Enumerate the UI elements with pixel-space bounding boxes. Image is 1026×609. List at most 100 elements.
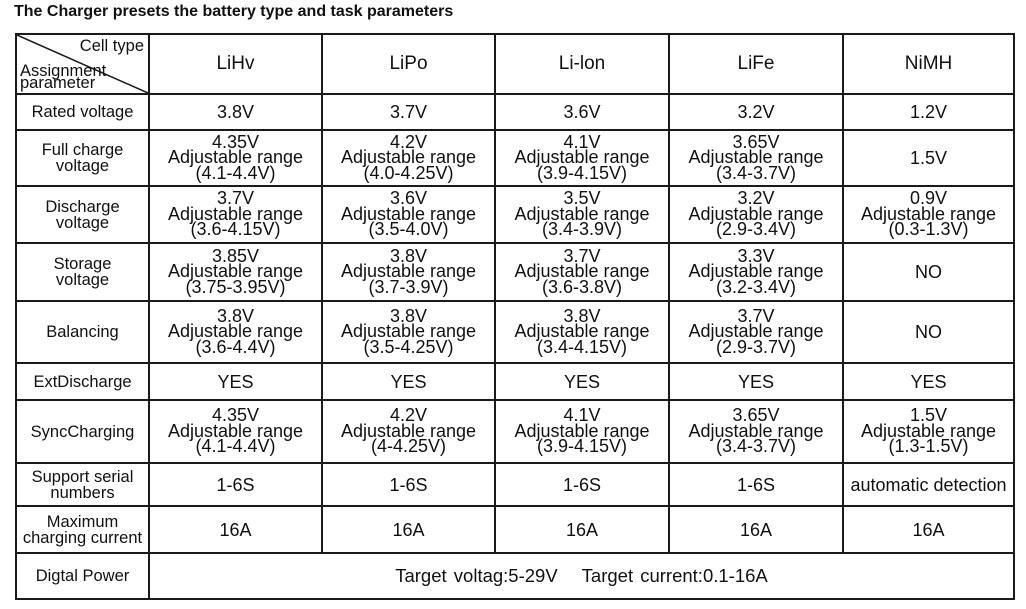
cell-text: YES — [737, 371, 775, 392]
cell-text: Adjustable range — [514, 147, 650, 168]
cell-text: 1-6S — [389, 474, 428, 495]
cell-text: (3.4-3.9V) — [541, 219, 623, 240]
cell-text: 3.8V — [216, 102, 255, 122]
table-cell: 16A — [148, 505, 323, 554]
cell-text: (2.9-3.4V) — [715, 219, 797, 240]
cell-text: NO — [915, 262, 942, 282]
cell-text: 3.2V — [737, 102, 775, 122]
cell-text: 3.8V — [563, 305, 601, 326]
table-cell: YES — [148, 362, 323, 401]
corner-assignment-label: Assignment parameter — [20, 62, 107, 92]
row-header: Discharge voltage — [15, 185, 150, 244]
cell-text: 16A — [565, 519, 599, 540]
cell-text: 3.65V — [732, 131, 780, 152]
table-cell: 1.2V — [842, 93, 1015, 131]
cell-text: 16A — [219, 519, 252, 540]
cell-text: 3.8V — [216, 305, 255, 326]
table-cell: 3.65V Adjustable range (3.4-3.7V) — [668, 399, 844, 464]
cell-text: Adjustable range — [860, 420, 997, 441]
table-cell: 3.8V Adjustable range (3.7-3.9V) — [321, 242, 496, 302]
table-cell: automatic detection — [842, 462, 1015, 507]
row-header: Storage voltage — [15, 242, 150, 302]
column-header: LiHv — [148, 33, 323, 95]
table-row: Balancing 3.8V Adjustable range (3.6-4.4V) 3… — [15, 300, 1015, 364]
row-header: Digtal Power — [15, 552, 150, 600]
row-header: ExtDischarge — [15, 362, 150, 401]
target-current-text: Target current:0.1-16A — [581, 565, 768, 586]
cell-text: 3.7V — [216, 188, 255, 209]
table-cell: YES — [842, 362, 1015, 401]
cell-text: Adjustable range — [514, 420, 650, 441]
cell-text: Adjustable range — [688, 261, 824, 282]
table-cell: 1-6S — [668, 462, 844, 507]
cell-text: 3.6V — [563, 102, 601, 122]
table-cell: YES — [494, 362, 670, 401]
cell-text: 3.3V — [737, 245, 775, 266]
table-cell: 4.1V Adjustable range (3.9-4.15V) — [494, 399, 670, 464]
table-row: Maximum charging current 16A 16A 16A 16A 16A — [15, 505, 1015, 554]
cell-text: 3.7V — [737, 305, 775, 326]
table-cell: 1.5V — [842, 129, 1015, 187]
column-header: NiMH — [842, 33, 1015, 95]
cell-text: 16A — [392, 519, 425, 540]
header-row: Cell type Assignment parameter LiHv LiPo… — [15, 33, 1015, 95]
cell-text: (3.5-4.25V) — [363, 336, 454, 357]
cell-text: 3.65V — [732, 405, 780, 426]
cell-text: 0.9V — [909, 188, 948, 209]
cell-text: 16A — [739, 519, 773, 540]
corner-cell-type-label: Cell type — [79, 37, 144, 55]
table-cell: 3.8V Adjustable range (3.6-4.4V) — [148, 300, 323, 364]
cell-text: Adjustable range — [688, 203, 824, 224]
table-cell: NO — [842, 300, 1015, 364]
cell-text: Adjustable range — [514, 321, 650, 342]
cell-text: Adjustable range — [167, 321, 304, 342]
cell-text: (1.3-1.5V) — [888, 436, 969, 457]
cell-text: (3.4-3.7V) — [715, 162, 797, 183]
table-cell: 16A — [321, 505, 496, 554]
column-header: LiPo — [321, 33, 496, 95]
cell-text: (4.1-4.4V) — [195, 436, 276, 457]
cell-text: 16A — [912, 519, 945, 540]
cell-text: (3.5-4.0V) — [368, 219, 449, 240]
row-header: Maximum charging current — [15, 505, 150, 554]
table-cell: 1-6S — [494, 462, 670, 507]
cell-text: YES — [390, 371, 427, 392]
cell-text: (3.6-4.15V) — [190, 219, 281, 240]
table-cell: 3.7V Adjustable range (3.6-3.8V) — [494, 242, 670, 302]
cell-text: (3.75-3.95V) — [185, 276, 286, 297]
cell-text: Adjustable range — [860, 203, 997, 224]
cell-text: 3.7V — [389, 102, 428, 122]
row-header: Balancing — [15, 300, 150, 364]
cell-text: 4.2V — [389, 131, 428, 152]
cell-text: (3.9-4.15V) — [536, 162, 628, 183]
cell-text: (3.7-3.9V) — [368, 276, 449, 297]
cell-text: Adjustable range — [340, 420, 477, 441]
table-cell: 3.2V — [668, 93, 844, 131]
cell-text: 4.1V — [563, 131, 601, 152]
cell-text: Adjustable range — [167, 261, 304, 282]
table-cell: 4.1V Adjustable range (3.9-4.15V) — [494, 129, 670, 187]
table-cell: 3.5V Adjustable range (3.4-3.9V) — [494, 185, 670, 244]
table-row: Full charge voltage 4.35V Adjustable range(… — [15, 129, 1015, 187]
cell-text: Adjustable range — [688, 321, 824, 342]
cell-text: 1.5V — [909, 405, 948, 426]
page-title: The Charger presets the battery type and… — [14, 3, 454, 20]
cell-text: (3.6-4.4V) — [195, 336, 276, 357]
table-row: ExtDischarge YES YES YES YES YES — [15, 362, 1015, 401]
row-header: Support serial numbers — [15, 462, 150, 507]
table-cell: 3.7V Adjustable range (3.6-4.15V) — [148, 185, 323, 244]
table-cell: 4.35V Adjustable range (4.1-4.4V) — [148, 129, 323, 187]
cell-text: 4.35V — [211, 405, 260, 426]
cell-text: (3.2-3.4V) — [715, 276, 797, 297]
cell-text: Adjustable range — [688, 147, 824, 168]
cell-text: 1.5V — [909, 148, 948, 168]
column-header: Li-lon — [494, 33, 670, 95]
table-cell: 3.65V Adjustable range (3.4-3.7V) — [668, 129, 844, 187]
table-cell: 3.8V Adjustable range (3.5-4.25V) — [321, 300, 496, 364]
cell-text: (4.1-4.4V) — [195, 162, 276, 183]
cell-text: Adjustable range — [340, 147, 477, 168]
cell-text: automatic detection — [850, 474, 1007, 495]
column-header: LiFe — [668, 33, 844, 95]
cell-text: NO — [915, 322, 942, 342]
table-cell: 16A — [668, 505, 844, 554]
